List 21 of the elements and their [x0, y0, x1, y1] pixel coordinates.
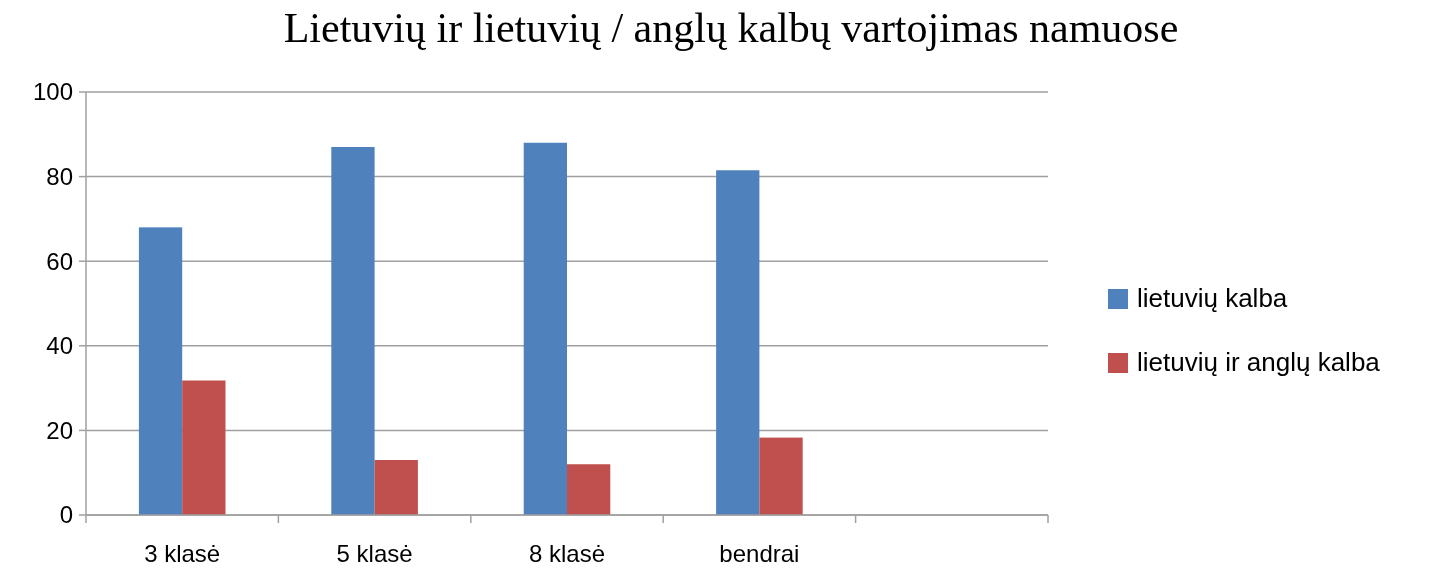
y-tick-label: 100 [32, 78, 73, 106]
legend-label: lietuvių kalba [1137, 283, 1288, 314]
bar [523, 142, 567, 515]
bar [138, 227, 183, 515]
x-tick-label: 3 klasė [144, 540, 221, 567]
chart-title: Lietuvių ir lietuvių / anglų kalbų vartojimas namuose [283, 5, 1179, 51]
x-tick-label: 5 klasė [336, 540, 413, 567]
y-tick-label: 0 [59, 501, 73, 529]
bar [759, 437, 803, 515]
y-tick-label: 80 [46, 163, 73, 190]
bar [567, 464, 611, 515]
legend-label: lietuvių ir anglų kalba [1137, 347, 1381, 378]
bar [374, 460, 418, 515]
y-tick-label: 40 [46, 332, 73, 360]
bar [182, 380, 226, 515]
x-tick-label: 8 klasė [528, 540, 606, 567]
y-tick-label: 20 [46, 416, 73, 444]
bar [331, 146, 375, 515]
y-tick-label: 60 [46, 247, 73, 275]
bar [716, 170, 760, 515]
x-tick-label: bendrai [719, 540, 800, 567]
